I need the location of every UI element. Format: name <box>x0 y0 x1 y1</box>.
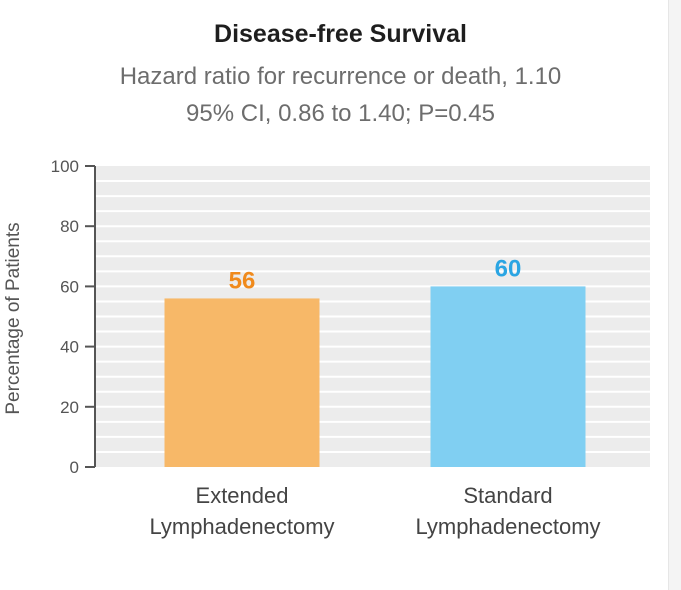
category-label: Lymphadenectomy <box>415 514 600 539</box>
y-tick-label: 60 <box>60 277 79 296</box>
category-label: Standard <box>463 483 552 508</box>
category-label: Lymphadenectomy <box>149 514 334 539</box>
data-label: 60 <box>495 255 522 282</box>
bar-extended <box>164 298 320 467</box>
chart-subtitle-ci-p-value: 95% CI, 0.86 to 1.40; P=0.45 <box>186 100 495 127</box>
category-label: Extended <box>196 483 289 508</box>
y-tick-label: 0 <box>70 458 79 477</box>
bar-standard <box>430 286 586 467</box>
y-tick-label: 100 <box>51 157 79 176</box>
chart-subtitle-hazard-ratio: Hazard ratio for recurrence or death, 1.… <box>119 63 562 90</box>
panel-edge <box>668 0 681 590</box>
y-tick-label: 40 <box>60 338 79 357</box>
data-label: 56 <box>229 267 256 294</box>
chart-title: Disease-free Survival <box>214 20 467 48</box>
y-tick-label: 20 <box>60 398 79 417</box>
y-axis-label: Percentage of Patients <box>3 222 24 414</box>
y-tick-label: 80 <box>60 217 79 236</box>
